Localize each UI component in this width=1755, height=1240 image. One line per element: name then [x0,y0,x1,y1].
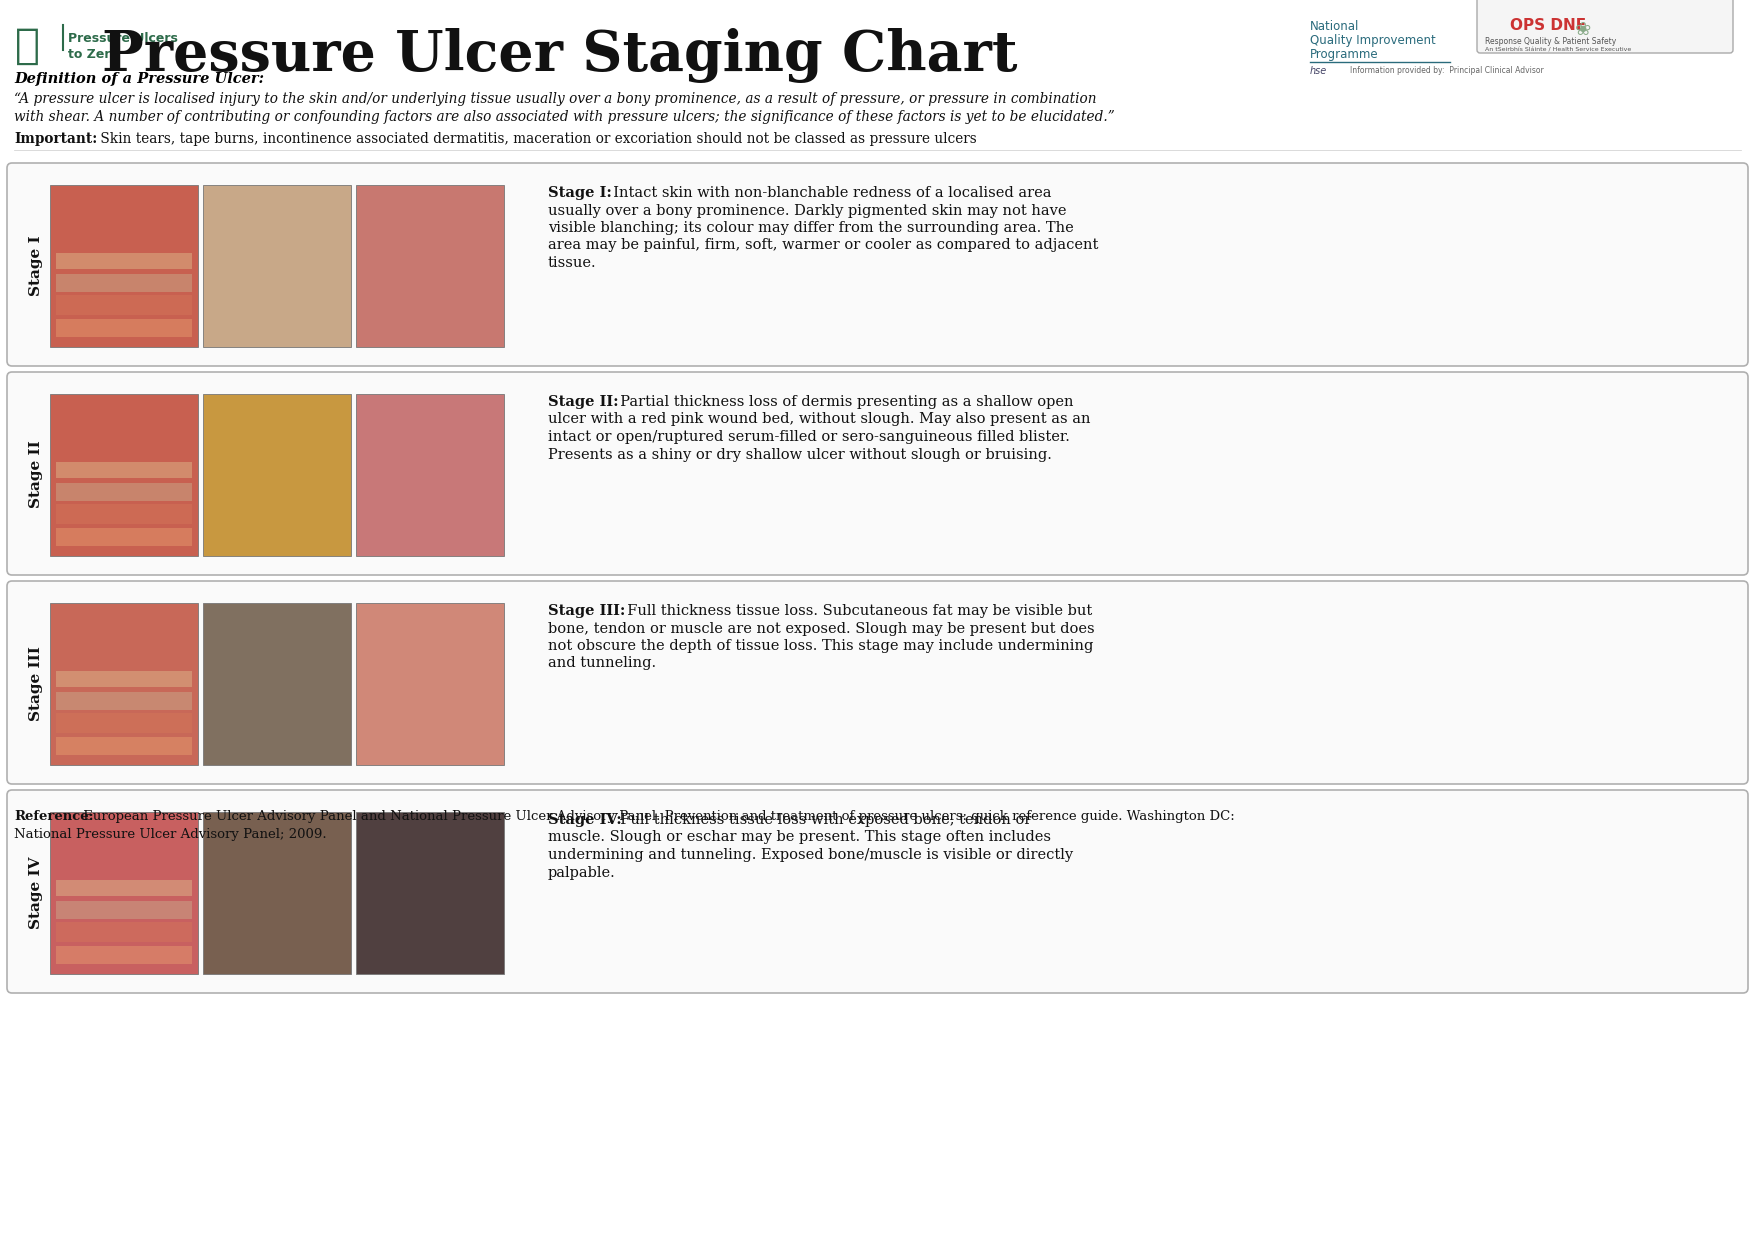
Bar [56,527,191,546]
Text: tissue.: tissue. [548,255,597,270]
Bar [356,185,504,346]
Text: Stage III: Stage III [30,646,44,720]
Bar [56,253,191,269]
Text: Skin tears, tape burns, incontinence associated dermatitis, maceration or excori: Skin tears, tape burns, incontinence ass… [97,131,978,146]
Text: Stage I: Stage I [30,236,44,296]
Text: Full thickness tissue loss. Subcutaneous fat may be visible but: Full thickness tissue loss. Subcutaneous… [618,604,1092,618]
FancyBboxPatch shape [7,790,1748,993]
Bar [56,713,191,733]
Bar [356,811,504,973]
Text: Stage III:: Stage III: [548,604,625,618]
Text: An tSeirbhís Sláinte / Health Service Executive: An tSeirbhís Sláinte / Health Service Ex… [1485,47,1630,52]
FancyBboxPatch shape [7,162,1748,366]
Text: Response Quality & Patient Safety: Response Quality & Patient Safety [1485,37,1616,46]
Text: palpable.: palpable. [548,866,616,879]
Text: ulcer with a red pink wound bed, without slough. May also present as an: ulcer with a red pink wound bed, without… [548,413,1090,427]
Text: usually over a bony prominence. Darkly pigmented skin may not have: usually over a bony prominence. Darkly p… [548,203,1067,217]
Bar [356,603,504,765]
Bar [49,185,198,346]
Text: hse: hse [1309,66,1327,76]
Bar [204,603,351,765]
Text: Definition of a Pressure Ulcer:: Definition of a Pressure Ulcer: [14,72,263,86]
Bar [56,295,191,315]
Text: Partial thickness loss of dermis presenting as a shallow open: Partial thickness loss of dermis present… [611,396,1074,409]
Bar [56,274,191,291]
Bar [56,921,191,941]
Text: Pressure Ulcer Staging Chart: Pressure Ulcer Staging Chart [102,29,1018,83]
Text: Important:: Important: [14,131,97,146]
Text: bone, tendon or muscle are not exposed. Slough may be present but does: bone, tendon or muscle are not exposed. … [548,621,1095,635]
Bar [49,393,198,556]
Bar [204,185,351,346]
FancyBboxPatch shape [7,372,1748,575]
Text: Stage II:: Stage II: [548,396,618,409]
FancyBboxPatch shape [7,582,1748,784]
Text: not obscure the depth of tissue loss. This stage may include undermining: not obscure the depth of tissue loss. Th… [548,639,1093,653]
Bar [56,671,191,687]
Text: area may be painful, firm, soft, warmer or cooler as compared to adjacent: area may be painful, firm, soft, warmer … [548,238,1099,253]
Bar [356,393,504,556]
Text: Programme: Programme [1309,48,1379,61]
Text: intact or open/ruptured serum-filled or sero-sanguineous filled blister.: intact or open/ruptured serum-filled or … [548,430,1071,444]
Text: Intact skin with non-blanchable redness of a localised area: Intact skin with non-blanchable redness … [604,186,1051,200]
Text: Stage II: Stage II [30,440,44,508]
Text: Full thickness tissue loss with exposed bone, tendon or: Full thickness tissue loss with exposed … [611,813,1032,827]
Text: Stage IV: Stage IV [30,857,44,929]
Bar [56,900,191,919]
Text: National: National [1309,20,1360,33]
Text: 🤚: 🤚 [16,25,40,67]
Bar [56,461,191,477]
Text: Information provided by:  Principal Clinical Advisor: Information provided by: Principal Clini… [1350,66,1544,74]
Bar [49,603,198,765]
Bar [56,879,191,895]
Bar [204,393,351,556]
Bar [56,319,191,336]
Text: and tunneling.: and tunneling. [548,656,656,671]
Bar [56,692,191,709]
Text: European Pressure Ulcer Advisory Panel and National Pressure Ulcer Advisory Pane: European Pressure Ulcer Advisory Panel a… [79,810,1236,823]
Text: Stage IV:: Stage IV: [548,813,621,827]
Text: undermining and tunneling. Exposed bone/muscle is visible or directly: undermining and tunneling. Exposed bone/… [548,848,1072,862]
Text: OPS DNE: OPS DNE [1509,19,1587,33]
Text: “A pressure ulcer is localised injury to the skin and/or underlying tissue usual: “A pressure ulcer is localised injury to… [14,92,1097,105]
Bar [56,945,191,963]
Bar [56,503,191,523]
Text: muscle. Slough or eschar may be present. This stage often includes: muscle. Slough or eschar may be present.… [548,831,1051,844]
Text: ❀: ❀ [1574,20,1592,38]
Text: Pressure Ulcers: Pressure Ulcers [68,32,177,45]
Text: Quality Improvement: Quality Improvement [1309,33,1436,47]
FancyBboxPatch shape [1478,0,1732,53]
Text: Presents as a shiny or dry shallow ulcer without slough or bruising.: Presents as a shiny or dry shallow ulcer… [548,448,1051,461]
Text: to Zero: to Zero [68,48,119,61]
Text: with shear. A number of contributing or confounding factors are also associated : with shear. A number of contributing or … [14,110,1114,124]
Bar [49,811,198,973]
Text: National Pressure Ulcer Advisory Panel; 2009.: National Pressure Ulcer Advisory Panel; … [14,828,326,841]
Bar [56,482,191,501]
Text: visible blanching; its colour may differ from the surrounding area. The: visible blanching; its colour may differ… [548,221,1074,236]
Text: Reference:: Reference: [14,810,93,823]
Text: Stage I:: Stage I: [548,186,612,200]
Bar [204,811,351,973]
Bar [56,737,191,754]
